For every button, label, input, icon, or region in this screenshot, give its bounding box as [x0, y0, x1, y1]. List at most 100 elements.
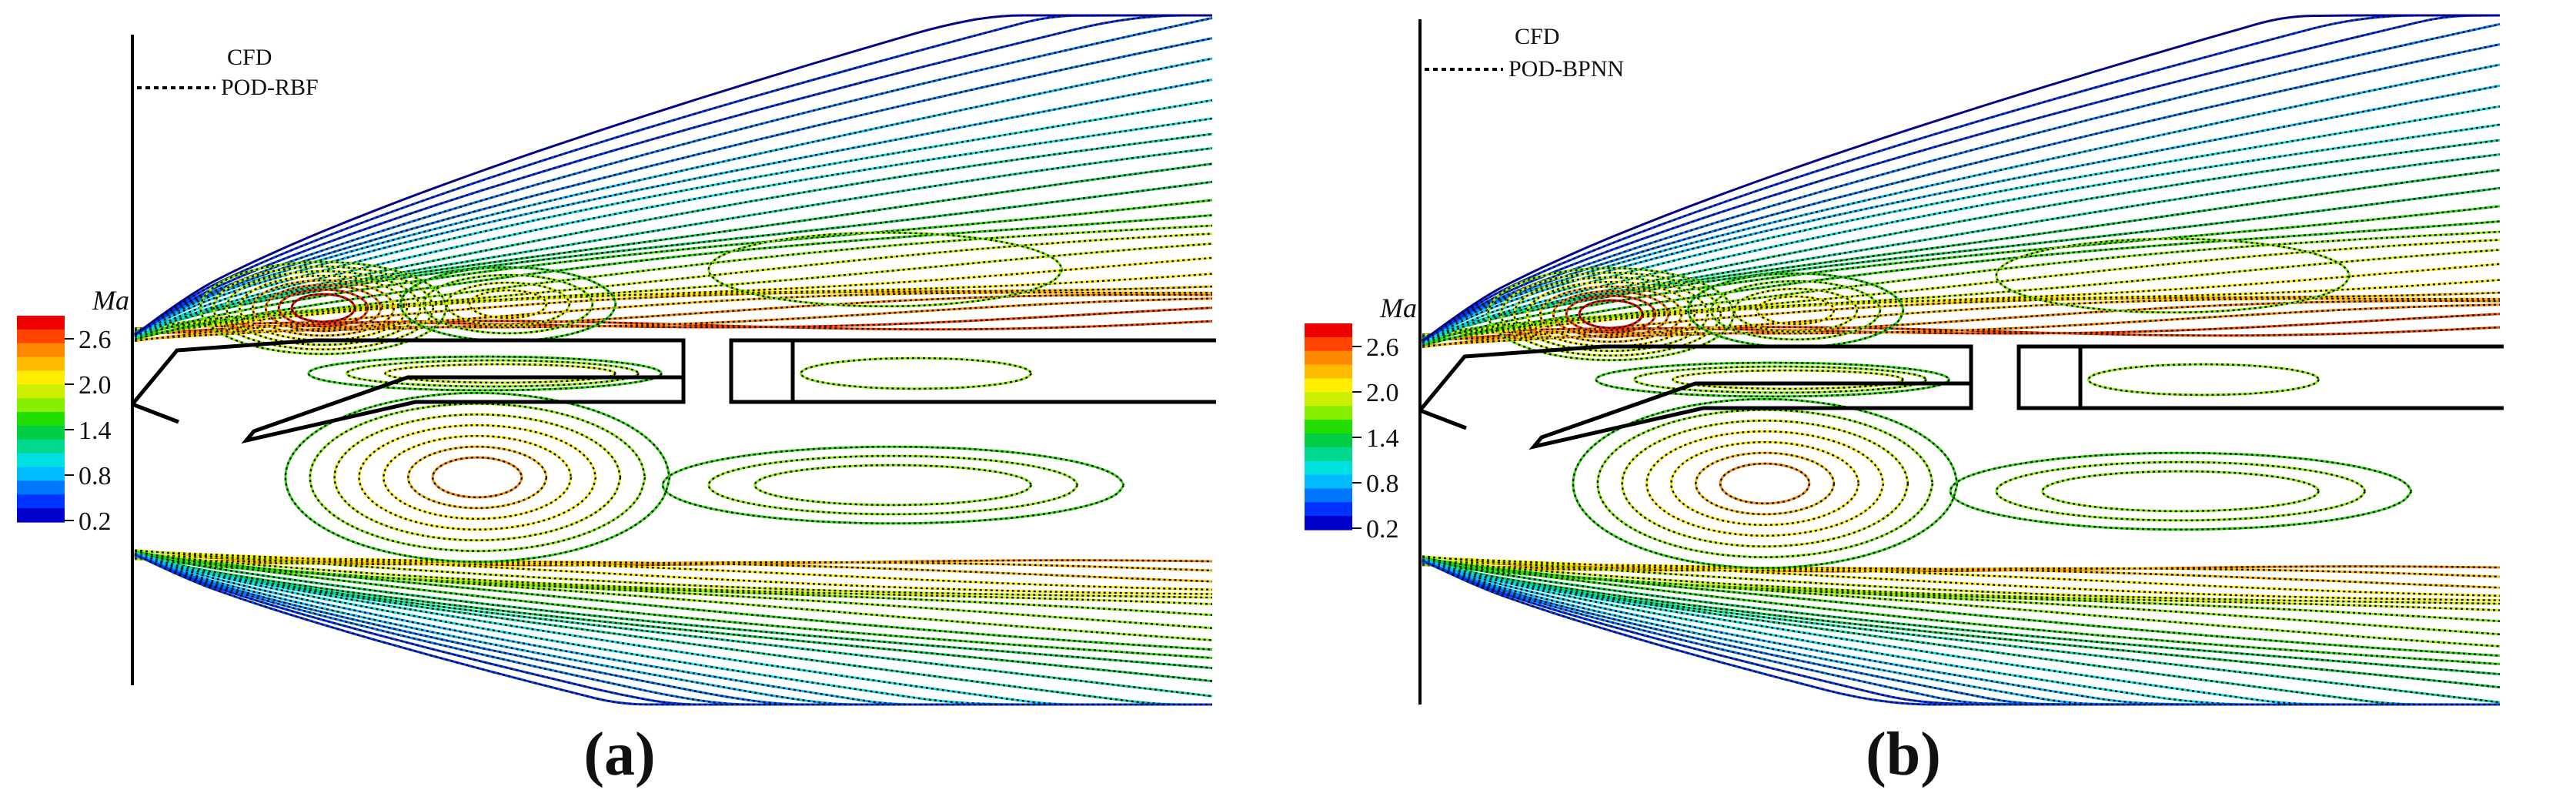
contour-lower-bubble-1-pod [309, 403, 647, 552]
contour-upper-21-pod [1422, 43, 2501, 341]
contour-lower-15-cfd [134, 554, 1212, 706]
contour-shock-6-pod [1565, 294, 1657, 334]
colorbar-a: Ma 2.6 2.0 1.4 0.8 0.2 [17, 285, 129, 536]
contour-lower-bubble-4-pod [383, 435, 573, 520]
colorbar-swatch [1305, 447, 1352, 462]
contour-lower-2-pod [134, 557, 1213, 583]
contour-upper-16-pod [1422, 139, 2501, 343]
panel-label-letter: b [1886, 721, 1921, 788]
contour-shock-6-pod [278, 288, 369, 328]
colorbar-swatch [17, 356, 65, 372]
colorbar-swatch [1305, 364, 1352, 380]
contour-rear-core-cfd [2087, 363, 2320, 397]
contour-core-1-pod [346, 359, 640, 388]
contour-shock-7-pod [1578, 299, 1644, 330]
panel-label-close: ) [635, 721, 656, 788]
panel-label-letter: a [604, 721, 635, 788]
colorbar-tick-label: 2.6 [79, 326, 112, 354]
legend-dashed-label: POD-BPNN [1509, 56, 1624, 82]
contour-lower-bubble-2-pod [333, 413, 622, 541]
panel-b: CFD POD-BPNN Ma 2.6 2.0 1.4 0.8 0.2 (b) [1288, 0, 2575, 800]
contour-upper-bubble-2-cfd [445, 281, 571, 327]
contour-upper-bubble-0-cfd [399, 266, 617, 343]
contour-upper-bubble-1-pod [423, 273, 594, 335]
colorbar-b: Ma 2.6 2.0 1.4 0.8 0.2 [1305, 293, 1417, 544]
contour-lower-19-pod [1422, 560, 2500, 706]
contour-upper-24-pod [134, 14, 1212, 336]
contour-upper-10-pod [1422, 230, 2501, 345]
contour-upper-16-pod [134, 132, 1213, 337]
contour-shock-1-pod [212, 266, 435, 350]
intake-geometry [1418, 344, 2504, 450]
colorbar-swatch [1305, 336, 1352, 352]
contour-lower-11-pod [1422, 557, 2501, 665]
contour-lower-cell-2-pod [753, 464, 1033, 507]
contour-shock-4-pod [1539, 285, 1683, 343]
contour-upper-23-pod [1422, 14, 2501, 343]
contour-upper-17-cfd [1422, 123, 2501, 345]
contour-rear-core-cfd [800, 356, 1033, 390]
contour-upper-9-pod [1422, 239, 2501, 340]
contour-lower-22-pod [134, 553, 1212, 706]
colorbar-tick-label: 1.4 [79, 417, 112, 445]
contour-lower-14-pod [134, 555, 1213, 698]
contour-upper-20-pod [134, 57, 1213, 335]
contour-upper-4-pod [1422, 297, 2501, 347]
colorbar-swatch [17, 343, 65, 358]
contour-upper-20-pod [1422, 63, 2501, 341]
colorbar-swatch [17, 467, 65, 481]
contour-lower-14-pod [1422, 561, 2501, 704]
colorbar-swatch [17, 508, 65, 523]
contour-upper-19-pod [1422, 85, 2501, 342]
colorbar-swatch [1305, 406, 1352, 420]
panel-label-close: ) [1920, 721, 1941, 788]
contour-shock-1-pod [1500, 272, 1722, 356]
contour-lower-bubble-5-pod [407, 445, 548, 510]
colorbar-swatch [17, 453, 65, 468]
contour-upper-12-pod [1422, 205, 2501, 344]
contour-core-2-pod [1672, 369, 1904, 390]
colorbar-swatch [1305, 488, 1352, 503]
contour-upper-10-pod [134, 224, 1213, 339]
colorbar-swatch [1305, 474, 1352, 489]
contour-upper-23-pod [134, 14, 1212, 336]
contour-upper-cell-pod [1995, 238, 2351, 313]
colorbar-swatch [1305, 433, 1352, 448]
contour-lower-bubble-4-cfd [382, 434, 573, 521]
contour-upper-15-pod [134, 147, 1213, 334]
contour-core-1-pod [1633, 365, 1927, 394]
panel-label-b: (b) [1849, 720, 1957, 790]
contour-lower-bubble-4-pod [1670, 441, 1860, 526]
contour-lower-4-pod [134, 550, 1213, 595]
contour-upper-14-pod [134, 162, 1213, 333]
contour-lower-16-pod [1422, 559, 2500, 706]
colorbar-swatch [17, 425, 65, 440]
colorbar-swatch [1305, 378, 1352, 393]
panel-label-a: (a) [566, 720, 673, 790]
legend-dashed-label: POD-RBF [221, 75, 319, 100]
colorbar-tick-label: 0.8 [1366, 470, 1399, 498]
contour-lower-cell-0-pod [1949, 452, 2413, 531]
colorbar-swatch [17, 384, 65, 399]
contour-upper-bubble-2-cfd [1732, 287, 1859, 333]
contour-upper-25-pod [134, 14, 1212, 336]
contour-upper-19-pod [134, 79, 1213, 336]
contour-lower-23-pod [1422, 559, 2500, 706]
contour-lower-6-pod [134, 552, 1213, 605]
contour-lower-bubble-3-pod [1645, 430, 1885, 537]
contour-upper-6-pod [134, 273, 1213, 338]
contour-lower-11-pod [134, 551, 1213, 659]
contour-shock-0-cfd [199, 260, 448, 356]
colorbar-swatch [17, 494, 65, 509]
contour-lower-13-pod [1422, 561, 2501, 688]
legend-a: CFD POD-RBF [137, 45, 319, 100]
contour-shock-2-pod [1513, 276, 1709, 352]
colorbar-swatch [1305, 516, 1352, 531]
colorbar-swatch [1305, 502, 1352, 517]
contour-lower-cell-1-pod [707, 454, 1079, 516]
contour-shock-5-cfd [1552, 290, 1670, 339]
contour-lower-bubble-0-pod [1572, 398, 1959, 569]
contour-upper-bubble-3-pod [469, 289, 548, 320]
mach-contours-b [1422, 14, 2501, 706]
contour-core-2-cfd [384, 363, 617, 384]
